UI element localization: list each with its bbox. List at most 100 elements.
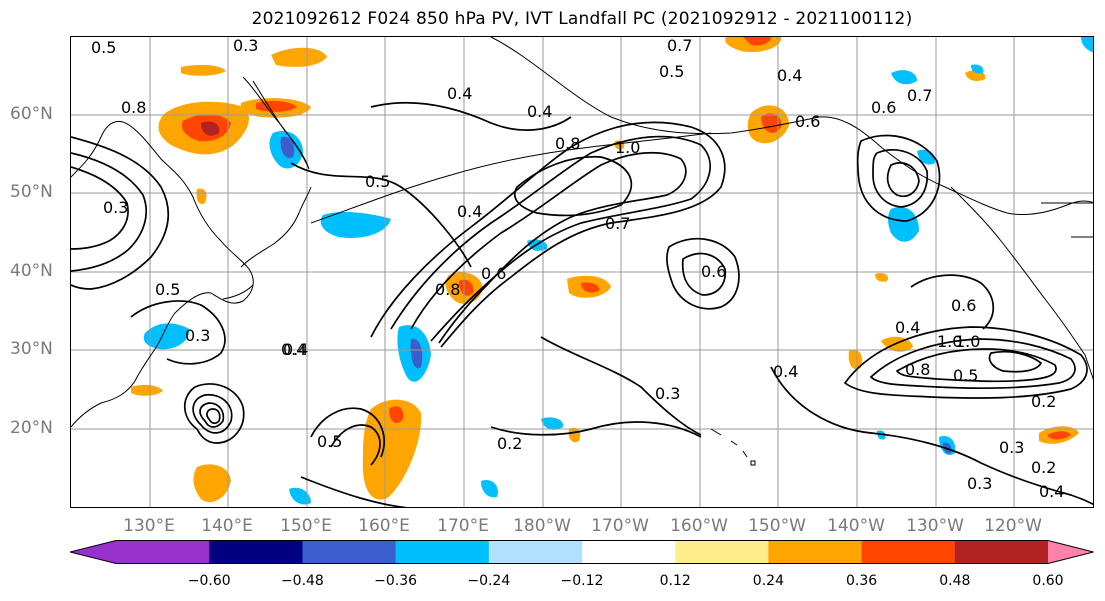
colorbar-tick-label: 0.60: [1032, 573, 1064, 589]
lon-label: 150°E: [280, 516, 332, 536]
colorbar-segment: [861, 540, 956, 564]
pv-positive-patch: [193, 464, 231, 503]
map-title: 2021092612 F024 850 hPa PV, IVT Landfall…: [251, 9, 913, 29]
contour-label: 0.6: [701, 262, 726, 281]
contour-label: 0.8: [555, 134, 580, 153]
contour-label: 0.5: [365, 172, 390, 191]
lon-label: 160°E: [358, 516, 410, 536]
contour-label: 0.2: [1031, 392, 1056, 411]
contour-label: 0.5: [659, 62, 684, 81]
pv-positive-core: [761, 113, 782, 133]
lon-label: 120°W: [984, 516, 1042, 536]
contour-label: 1.0: [937, 332, 962, 351]
contour-label: 0.6: [871, 98, 896, 117]
contour-label: 0.4: [281, 340, 306, 359]
contour-label: 0.4: [773, 362, 798, 381]
colorbar-segment: [302, 540, 397, 564]
contour-label: 0.8: [121, 98, 146, 117]
pv-positive-patch: [568, 427, 581, 443]
colorbar-segment: [209, 540, 303, 564]
contour-label: 0.4: [457, 202, 482, 221]
contour-label: 0.5: [953, 366, 978, 385]
lat-label: 50°N: [10, 182, 53, 202]
lat-label: 20°N: [10, 418, 53, 438]
lat-label: 30°N: [10, 339, 53, 359]
contour-label: 0.4: [895, 318, 920, 337]
pv-positive-patch: [181, 64, 226, 76]
lon-label: 130°E: [123, 516, 175, 536]
contour-label: 0.5: [91, 38, 116, 57]
contour-label: 0.3: [185, 326, 210, 345]
pv-negative-patch: [289, 487, 311, 505]
lon-label: 170°E: [437, 516, 489, 536]
contour-label: 0.8: [905, 360, 930, 379]
north-america-coastline: [950, 186, 1093, 380]
map-panel: 0.3 0.7 0.5 0.4 0.4 0.4 0.8 1.0 0.6 0.7 …: [70, 36, 1094, 508]
pv-positive-core: [459, 279, 474, 296]
contour-label: 0.3: [103, 198, 128, 217]
lon-label: 170°W: [591, 516, 649, 536]
contour-label: 0.4: [777, 66, 802, 85]
canada-border: [1041, 202, 1093, 238]
contour-labels: 0.3 0.7 0.5 0.4 0.4 0.4 0.8 1.0 0.6 0.7 …: [91, 37, 1064, 501]
colorbar-extend-high: [1048, 540, 1094, 564]
pv-negative-patch: [541, 417, 564, 430]
colorbar: [69, 540, 1094, 564]
contour-label: 0.8: [435, 280, 460, 299]
colorbar-segment: [116, 540, 210, 564]
contour-label: 0.4: [527, 102, 552, 121]
hawaii-islands: [710, 428, 748, 458]
colorbar-tick-label: 0.48: [939, 573, 971, 589]
pv-negative-patch: [888, 207, 919, 242]
pv-negative-patch: [320, 212, 391, 239]
contour-label: 0.4: [283, 340, 308, 359]
alaska-coastline: [490, 37, 1093, 216]
pv-contours: [71, 101, 1093, 507]
contour-label: 0.3: [967, 474, 992, 493]
pv-negative-patch: [1081, 37, 1093, 53]
aleutian-chain: [310, 132, 712, 224]
contour-label: 0.5: [317, 432, 342, 451]
pv-positive-patch: [848, 349, 863, 370]
colorbar-tick-label: −0.48: [280, 573, 324, 589]
contour-label: 0.5: [155, 280, 180, 299]
hawaii-island: [750, 460, 756, 466]
contour-label: 0.7: [605, 214, 630, 233]
pv-positive-core: [256, 100, 297, 112]
lon-label: 130°W: [906, 516, 964, 536]
colorbar-svg: [69, 540, 1094, 564]
pv-positive-core: [1047, 431, 1071, 440]
pv-positive-core: [581, 282, 600, 293]
colorbar-tick-label: −0.24: [467, 573, 511, 589]
colorbar-tick-label: −0.36: [374, 573, 418, 589]
contour-label: 0.6: [951, 296, 976, 315]
colorbar-segment: [675, 540, 769, 564]
pv-positive-core: [389, 406, 404, 424]
contour-label: 0.2: [497, 434, 522, 453]
contour-label: 0.2: [1031, 458, 1056, 477]
contour-label: 0.4: [447, 84, 472, 103]
asia-coastline: [71, 121, 254, 428]
pv-positive-patch: [196, 188, 207, 205]
contour-label: 0.7: [667, 37, 692, 55]
kamchatka-coastline: [242, 76, 310, 170]
contour-label: 0.3: [655, 384, 680, 403]
colorbar-segment: [395, 540, 490, 564]
pv-negative-patch: [971, 64, 984, 74]
colorbar-tick-label: −0.12: [560, 573, 604, 589]
pv-negative-core: [280, 136, 295, 158]
contour-label: 1.0: [615, 138, 640, 157]
pv-positive-patch: [271, 47, 327, 67]
pv-positive-patch: [362, 399, 422, 500]
pv-positive-patch: [875, 272, 889, 282]
colorbar-segment: [954, 540, 1049, 564]
pv-shading: [131, 37, 1093, 505]
colorbar-tick-label: 0.12: [659, 573, 691, 589]
pv-positive-core-dark: [201, 121, 220, 136]
contour-label: 0.6: [795, 112, 820, 131]
lon-label: 160°W: [670, 516, 728, 536]
lon-label: 140°E: [201, 516, 253, 536]
pv-negative-patch: [877, 430, 886, 440]
colorbar-tick-label: 0.36: [846, 573, 878, 589]
pv-positive-core: [743, 37, 771, 46]
